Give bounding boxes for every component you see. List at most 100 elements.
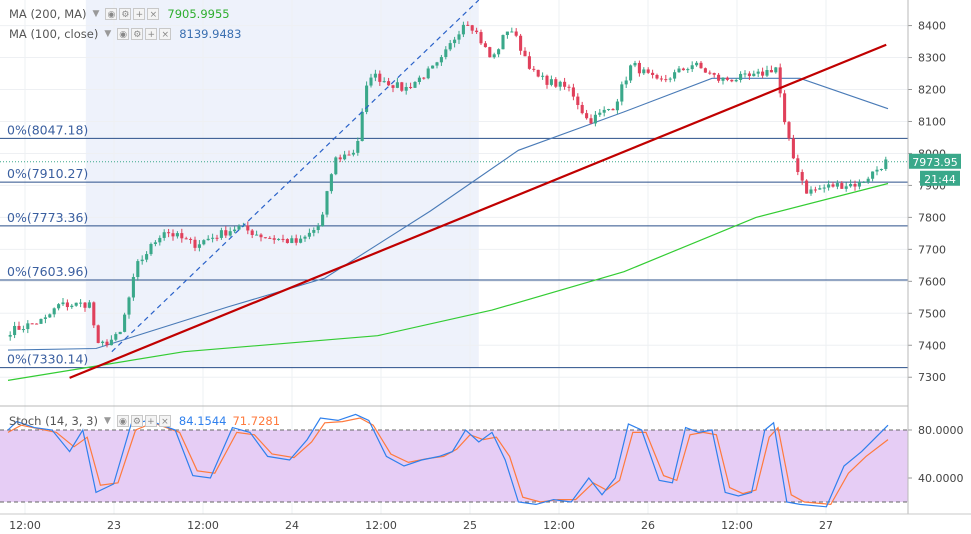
- legend-ma200[interactable]: MA (200, MA) ▼ ◉ ⚙ + × 7905.9955: [9, 5, 230, 23]
- candle: [818, 188, 822, 190]
- candle: [497, 49, 501, 55]
- time-tick-label: 12:00: [365, 519, 397, 532]
- candle: [690, 65, 694, 70]
- candle: [162, 232, 166, 238]
- candle: [391, 85, 395, 88]
- price-tag-box: [909, 153, 961, 169]
- close-icon[interactable]: ×: [159, 28, 172, 40]
- candle: [87, 302, 91, 308]
- candle: [615, 101, 619, 111]
- candle: [250, 230, 254, 235]
- price-tag-countdown: 21:44: [924, 173, 956, 186]
- candle: [655, 74, 659, 79]
- legend-ma100[interactable]: MA (100, close) ▼ ◉ ⚙ + × 8139.9483: [9, 25, 241, 43]
- candle: [373, 73, 377, 78]
- candle: [527, 56, 531, 69]
- price-tick-label: 7400: [918, 339, 946, 352]
- candle: [756, 71, 760, 74]
- price-axis[interactable]: 7300740075007600770078007900800081008200…: [908, 20, 946, 385]
- candle: [312, 229, 316, 233]
- candle: [343, 154, 347, 160]
- time-axis[interactable]: 12:00 23 12:00 24 12:00 25 12:00 26 12:00 27: [9, 519, 833, 532]
- plus-icon[interactable]: +: [145, 28, 158, 40]
- candle: [712, 73, 716, 75]
- candle: [329, 174, 333, 192]
- candle: [65, 302, 69, 308]
- candle: [153, 242, 157, 245]
- candle: [35, 323, 39, 325]
- candle: [413, 81, 417, 88]
- fib-levels: 0%(8047.18) 0%(7910.27) 0%(7773.36) 0%(7603…: [0, 122, 908, 369]
- time-tick-label: 12:00: [9, 519, 41, 532]
- candle: [505, 31, 509, 36]
- price-tick-label: 7500: [918, 307, 946, 320]
- candle: [118, 331, 122, 335]
- plus-icon[interactable]: +: [133, 8, 146, 20]
- gear-icon[interactable]: ⚙: [119, 8, 132, 20]
- candle: [17, 325, 21, 330]
- candle: [602, 109, 606, 113]
- chevron-down-icon[interactable]: ▼: [104, 29, 112, 39]
- candle: [875, 169, 879, 172]
- chevron-down-icon[interactable]: ▼: [103, 416, 111, 426]
- candle: [101, 341, 105, 343]
- support-trendline: [69, 43, 887, 379]
- gear-icon[interactable]: ⚙: [131, 28, 144, 40]
- candle: [215, 237, 219, 239]
- eye-icon[interactable]: ◉: [116, 415, 129, 427]
- candle: [703, 68, 707, 73]
- legend-stoch[interactable]: Stoch (14, 3, 3) ▼ ◉ ⚙ + × 84.1544 71.72…: [9, 412, 280, 430]
- candle: [26, 323, 30, 330]
- candle: [501, 35, 505, 50]
- candle: [659, 78, 663, 80]
- candle: [549, 79, 553, 85]
- ma100-legend-value: 8139.9483: [179, 27, 242, 41]
- close-icon[interactable]: ×: [147, 8, 160, 20]
- candle: [79, 302, 83, 304]
- candle: [237, 226, 241, 230]
- candle: [351, 152, 355, 155]
- candle: [233, 229, 237, 232]
- plus-icon[interactable]: +: [144, 415, 157, 427]
- time-tick-label: 25: [463, 519, 477, 532]
- eye-icon[interactable]: ◉: [105, 8, 118, 20]
- candle: [145, 254, 149, 260]
- candle: [448, 43, 452, 50]
- time-tick-label: 23: [107, 519, 121, 532]
- candle: [483, 43, 487, 48]
- candle: [39, 318, 43, 324]
- close-icon[interactable]: ×: [158, 415, 171, 427]
- candle: [193, 239, 197, 248]
- candle: [681, 68, 685, 71]
- gear-icon[interactable]: ⚙: [130, 415, 143, 427]
- candle: [149, 244, 153, 255]
- candle: [695, 62, 699, 66]
- ma100-line: [7, 77, 889, 351]
- candle: [536, 69, 540, 77]
- price-tick-label: 8300: [918, 52, 946, 65]
- candle: [629, 65, 633, 81]
- ma200-line: [7, 182, 889, 381]
- candle: [219, 230, 223, 238]
- candle: [211, 237, 215, 239]
- candle: [197, 244, 201, 248]
- candle: [800, 172, 804, 181]
- candle: [426, 68, 430, 79]
- candle: [395, 82, 399, 88]
- eye-icon[interactable]: ◉: [117, 28, 130, 40]
- stoch-band: [0, 429, 908, 503]
- stoch-legend-name: Stoch (14, 3, 3): [9, 414, 98, 428]
- candle: [541, 75, 545, 77]
- candle: [866, 178, 870, 182]
- candle: [637, 62, 641, 74]
- candle: [259, 234, 263, 238]
- candle: [114, 334, 118, 340]
- price-tick-label: 7300: [918, 371, 946, 384]
- chevron-down-icon[interactable]: ▼: [92, 9, 100, 19]
- candle: [778, 67, 782, 94]
- candle: [189, 238, 193, 240]
- fib-label: 0%(7773.36): [7, 210, 88, 225]
- candle: [664, 79, 668, 81]
- candle: [844, 186, 848, 189]
